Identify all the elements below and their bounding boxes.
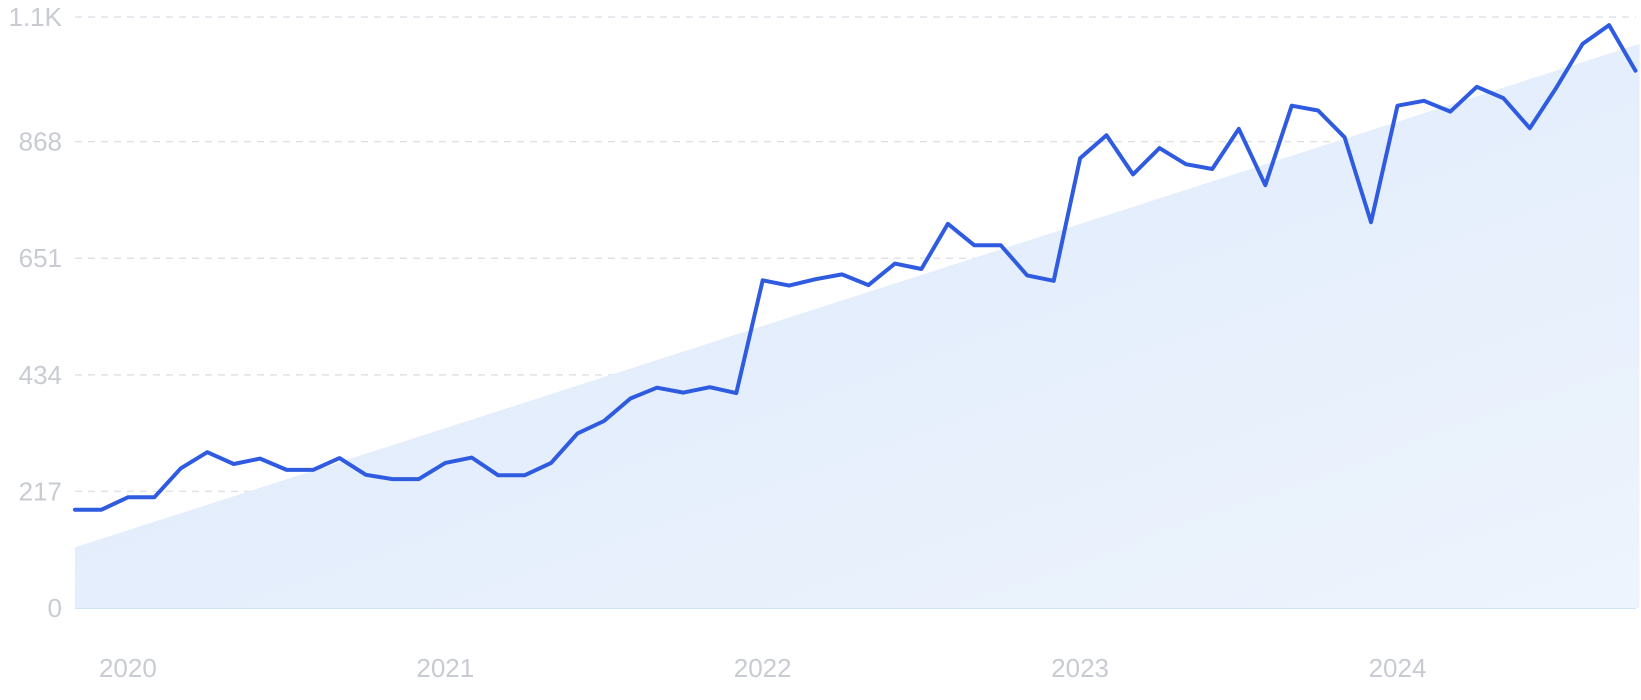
y-tick-label: 0 [48, 593, 62, 623]
data-point[interactable] [254, 453, 266, 465]
x-tick-label: 2023 [1051, 653, 1109, 683]
data-point[interactable] [863, 279, 875, 291]
data-point[interactable] [836, 268, 848, 280]
data-point[interactable] [96, 504, 108, 516]
trend-area [75, 43, 1640, 608]
data-point[interactable] [889, 258, 901, 270]
data-point[interactable] [439, 457, 451, 469]
data-point[interactable] [677, 387, 689, 399]
data-point[interactable] [175, 462, 187, 474]
data-point[interactable] [757, 274, 769, 286]
data-point[interactable] [1418, 95, 1430, 107]
trend-area-fill [75, 43, 1640, 608]
y-axis-ticks: 0 217 434 651 868 1.1K [9, 2, 63, 623]
data-point[interactable] [624, 393, 636, 405]
y-tick-label: 651 [19, 243, 62, 273]
data-point[interactable] [572, 427, 584, 439]
series-line [73, 23, 1638, 512]
data-point[interactable] [1021, 269, 1033, 281]
data-point[interactable] [1048, 275, 1060, 287]
data-point[interactable] [413, 473, 425, 485]
data-point[interactable] [1127, 168, 1139, 180]
data-point[interactable] [598, 415, 610, 427]
series-line-layer [69, 19, 1641, 516]
y-tick-label: 217 [19, 476, 62, 506]
y-tick-label: 434 [19, 360, 62, 390]
data-point[interactable] [148, 491, 160, 503]
data-point[interactable] [1206, 163, 1218, 175]
data-point[interactable] [1180, 158, 1192, 170]
data-point[interactable] [281, 464, 293, 476]
data-point[interactable] [1392, 100, 1404, 112]
data-point[interactable] [1550, 82, 1562, 94]
data-point[interactable] [651, 382, 663, 394]
data-point[interactable] [1603, 19, 1615, 31]
data-point[interactable] [69, 504, 81, 516]
data-point[interactable] [942, 218, 954, 230]
data-point[interactable] [1312, 105, 1324, 117]
data-point[interactable] [1524, 122, 1536, 134]
data-point[interactable] [492, 469, 504, 481]
data-point[interactable] [307, 464, 319, 476]
y-tick-label: 868 [19, 127, 62, 157]
data-point[interactable] [783, 280, 795, 292]
data-point[interactable] [1101, 129, 1113, 141]
data-point[interactable] [519, 469, 531, 481]
x-tick-label: 2024 [1369, 653, 1427, 683]
data-point[interactable] [1154, 142, 1166, 154]
y-tick-label: 1.1K [9, 2, 63, 32]
data-point[interactable] [360, 469, 372, 481]
x-axis-ticks: 2020 2021 2022 2023 2024 [99, 653, 1426, 683]
data-point[interactable] [228, 458, 240, 470]
data-point[interactable] [1259, 179, 1271, 191]
x-tick-label: 2020 [99, 653, 157, 683]
data-point[interactable] [915, 263, 927, 275]
data-point[interactable] [1365, 216, 1377, 228]
data-point[interactable] [1286, 100, 1298, 112]
data-point[interactable] [386, 473, 398, 485]
data-point[interactable] [1339, 131, 1351, 143]
data-point[interactable] [995, 239, 1007, 251]
data-point[interactable] [201, 446, 213, 458]
data-point[interactable] [1630, 65, 1641, 77]
data-point[interactable] [704, 381, 716, 393]
data-point[interactable] [810, 273, 822, 285]
x-tick-label: 2021 [416, 653, 474, 683]
x-tick-label: 2022 [734, 653, 792, 683]
data-point[interactable] [1233, 123, 1245, 135]
data-point[interactable] [122, 491, 134, 503]
data-point[interactable] [968, 239, 980, 251]
data-point[interactable] [334, 452, 346, 464]
data-point[interactable] [1074, 152, 1086, 164]
data-point[interactable] [1471, 81, 1483, 93]
data-point[interactable] [1497, 92, 1509, 104]
data-point[interactable] [730, 387, 742, 399]
data-point[interactable] [1444, 106, 1456, 118]
data-point[interactable] [1577, 38, 1589, 50]
data-point[interactable] [545, 457, 557, 469]
data-point[interactable] [466, 452, 478, 464]
